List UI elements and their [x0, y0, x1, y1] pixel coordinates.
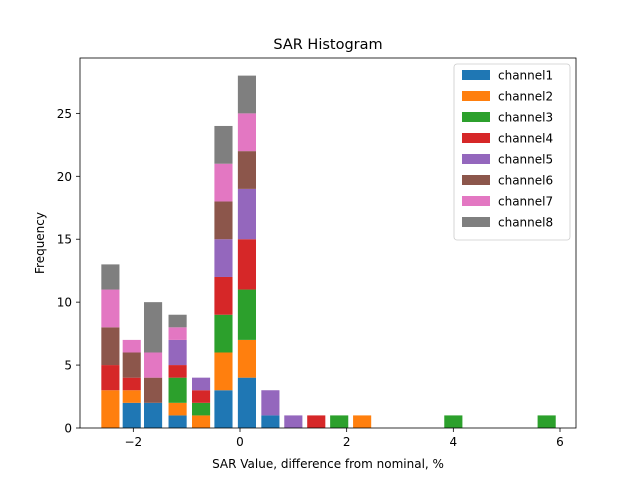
legend-label-channel2: channel2 [498, 90, 553, 104]
bar-channel5-bin-3 [168, 339, 187, 366]
bar-channel1-bin-5 [214, 390, 233, 428]
bar-channel8-bin-5 [214, 125, 233, 164]
bar-channel7-bin-2 [144, 352, 163, 378]
bar-channel4-bin-0 [101, 365, 120, 391]
bar-channel4-bin-4 [192, 390, 211, 403]
x-tick-label: 6 [556, 435, 564, 449]
y-tick-label: 15 [57, 233, 72, 247]
x-tick-label: −2 [124, 435, 142, 449]
bar-channel2-bin-5 [214, 352, 233, 391]
legend-label-channel5: channel5 [498, 153, 553, 167]
bar-channel6-bin-1 [122, 352, 141, 378]
bar-channel8-bin-3 [168, 314, 187, 328]
x-axis-label: SAR Value, difference from nominal, % [212, 457, 444, 471]
legend-swatch-channel4 [462, 133, 490, 143]
bar-channel3-bin-3 [168, 377, 187, 403]
legend-swatch-channel6 [462, 175, 490, 185]
y-tick-label: 25 [57, 107, 72, 121]
bar-channel7-bin-6 [237, 113, 256, 152]
bar-channel3-bin-12 [444, 415, 463, 428]
y-axis-ticks: 0 5 10 15 20 25 [57, 107, 80, 436]
bar-channel6-bin-2 [144, 377, 163, 403]
bar-channel5-bin-5 [214, 239, 233, 277]
bar-channel1-bin-3 [168, 415, 187, 428]
bar-channel2-bin-11 [353, 415, 372, 428]
bar-channel2-bin-3 [168, 402, 187, 416]
legend-label-channel3: channel3 [498, 111, 553, 125]
y-tick-label: 0 [64, 422, 72, 436]
legend-label-channel6: channel6 [498, 174, 553, 188]
chart-title: SAR Histogram [273, 37, 382, 53]
bar-channel7-bin-3 [168, 327, 187, 340]
legend-swatch-channel7 [462, 196, 490, 206]
bar-channel5-bin-6 [237, 188, 256, 240]
bar-channel6-bin-0 [101, 327, 120, 366]
bar-channel3-bin-6 [237, 289, 256, 340]
bar-channel4-bin-5 [214, 276, 233, 315]
bar-channel7-bin-1 [122, 339, 141, 353]
bar-channel7-bin-0 [101, 289, 120, 328]
x-tick-label: 2 [343, 435, 351, 449]
bar-channel4-bin-9 [307, 415, 326, 428]
bar-channel8-bin-6 [237, 75, 256, 114]
legend-swatch-channel8 [462, 217, 490, 227]
x-tick-label: 0 [236, 435, 244, 449]
y-tick-label: 5 [64, 359, 72, 373]
bar-channel1-bin-1 [122, 402, 141, 428]
bar-channel5-bin-8 [284, 415, 303, 428]
bar-channel8-bin-0 [101, 264, 120, 290]
y-tick-label: 10 [57, 296, 72, 310]
legend-label-channel4: channel4 [498, 132, 553, 146]
bar-channel3-bin-4 [192, 402, 211, 416]
x-tick-label: 4 [450, 435, 458, 449]
bar-channel6-bin-6 [237, 151, 256, 189]
bar-channel4-bin-6 [237, 239, 256, 290]
legend: channel1 channel2 channel3 channel4 channel5… [453, 63, 571, 241]
bar-channel1-bin-7 [261, 415, 280, 428]
bar-channel8-bin-2 [144, 302, 163, 353]
plot-frame [79, 57, 577, 429]
bar-channel1-bin-2 [144, 402, 163, 428]
legend-swatch-channel3 [462, 112, 490, 122]
legend-label-channel8: channel8 [498, 216, 553, 230]
bar-channel3-bin-10 [330, 415, 349, 428]
y-tick-label: 20 [57, 170, 72, 184]
bar-channel2-bin-0 [101, 390, 120, 428]
legend-label-channel1: channel1 [498, 69, 553, 83]
bar-channel5-bin-4 [192, 377, 211, 391]
bar-channel4-bin-1 [122, 377, 141, 391]
bar-channel2-bin-4 [192, 415, 211, 428]
legend-label-channel7: channel7 [498, 195, 553, 209]
bar-channel3-bin-13 [537, 415, 556, 428]
x-axis-ticks: −2 0 2 4 6 [124, 428, 564, 449]
legend-swatch-channel5 [462, 154, 490, 164]
bar-channel4-bin-3 [168, 365, 187, 378]
bar-channel1-bin-6 [237, 377, 256, 428]
y-axis-label: Frequency [33, 212, 47, 274]
bar-channel5-bin-7 [261, 390, 280, 416]
bars-layer [101, 75, 556, 428]
legend-swatch-channel2 [462, 91, 490, 101]
bar-channel7-bin-5 [214, 163, 233, 202]
bar-channel6-bin-5 [214, 201, 233, 240]
bar-channel3-bin-5 [214, 314, 233, 353]
bar-channel2-bin-6 [237, 339, 256, 378]
legend-swatch-channel1 [462, 70, 490, 80]
bar-channel2-bin-1 [122, 390, 141, 403]
